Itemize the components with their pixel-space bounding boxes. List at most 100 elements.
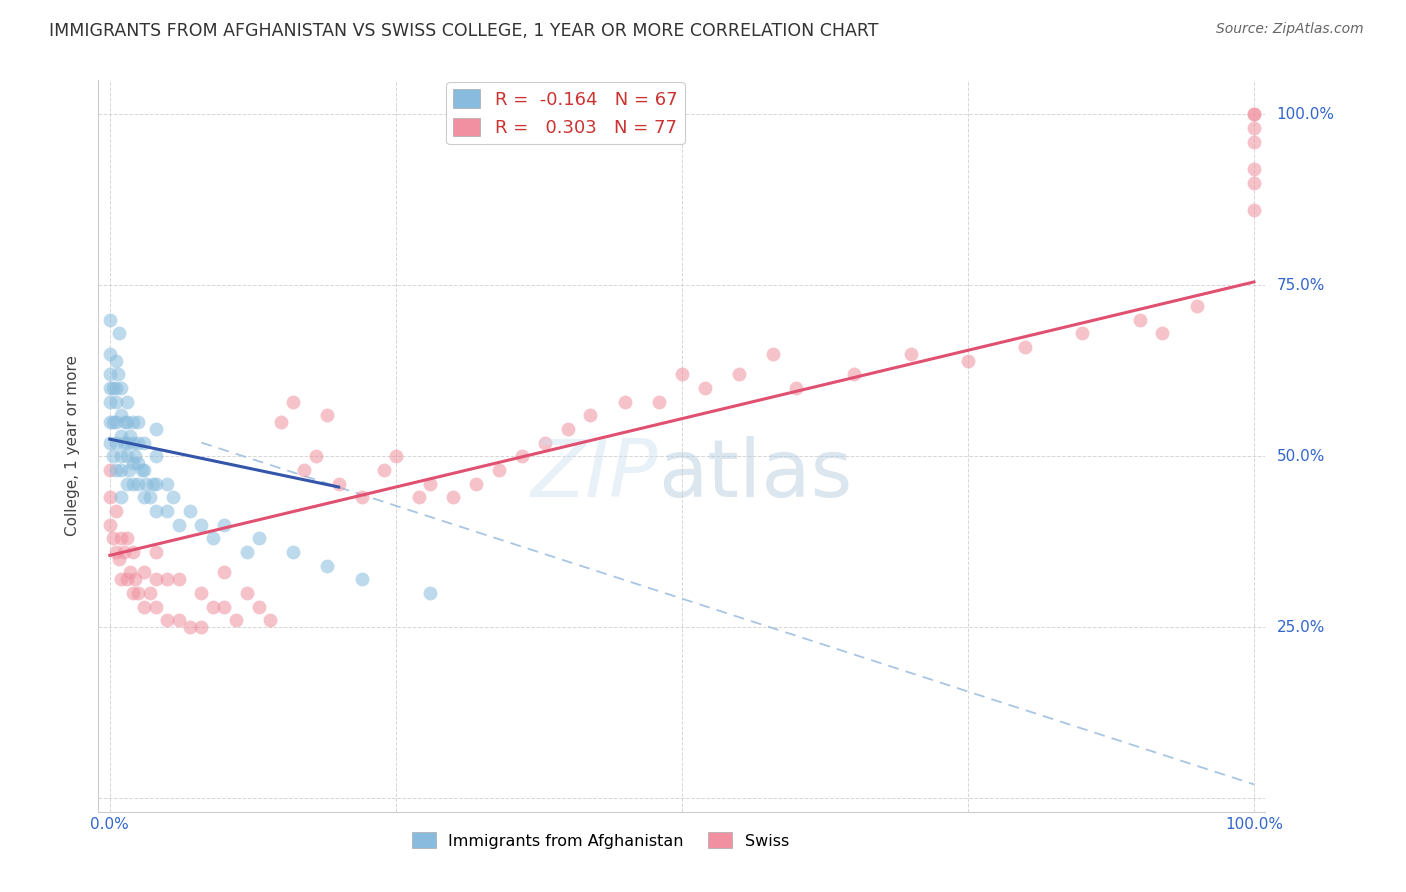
Point xyxy=(270,415,292,429)
Legend: Immigrants from Afghanistan, Swiss: Immigrants from Afghanistan, Swiss xyxy=(405,826,796,855)
Point xyxy=(98,347,121,361)
Text: IMMIGRANTS FROM AFGHANISTAN VS SWISS COLLEGE, 1 YEAR OR MORE CORRELATION CHART: IMMIGRANTS FROM AFGHANISTAN VS SWISS COL… xyxy=(49,22,879,40)
Point xyxy=(236,545,259,559)
Point xyxy=(1014,340,1036,354)
Point xyxy=(156,476,179,491)
Point xyxy=(110,409,132,423)
Point xyxy=(419,476,441,491)
Point xyxy=(201,531,224,545)
Point xyxy=(292,463,315,477)
Point xyxy=(115,449,138,463)
Point xyxy=(103,449,125,463)
Point xyxy=(145,449,167,463)
Point xyxy=(103,381,125,395)
Point xyxy=(127,586,149,600)
Point xyxy=(104,463,127,477)
Point xyxy=(131,463,153,477)
Point xyxy=(533,435,555,450)
Point xyxy=(214,566,236,580)
Point xyxy=(373,463,395,477)
Point xyxy=(115,476,138,491)
Point xyxy=(281,394,304,409)
Point xyxy=(1243,162,1265,177)
Point xyxy=(145,599,167,614)
Point xyxy=(419,586,441,600)
Point xyxy=(98,394,121,409)
Point xyxy=(98,381,121,395)
Point xyxy=(115,572,138,586)
Point xyxy=(179,620,201,634)
Point xyxy=(127,476,149,491)
Point xyxy=(118,463,141,477)
Point xyxy=(145,476,167,491)
Text: atlas: atlas xyxy=(658,436,853,515)
Point xyxy=(110,572,132,586)
Point xyxy=(112,435,135,450)
Point xyxy=(167,613,190,627)
Point xyxy=(98,368,121,382)
Point xyxy=(1128,312,1150,326)
Point xyxy=(110,429,132,443)
Point xyxy=(114,415,136,429)
Point xyxy=(103,531,125,545)
Point xyxy=(156,504,179,518)
Point xyxy=(842,368,865,382)
Point xyxy=(441,490,464,504)
Text: ZIP: ZIP xyxy=(531,436,658,515)
Point xyxy=(785,381,807,395)
Point xyxy=(236,586,259,600)
Point xyxy=(350,490,373,504)
Point xyxy=(1152,326,1174,341)
Point xyxy=(328,476,350,491)
Point xyxy=(145,572,167,586)
Point xyxy=(110,531,132,545)
Point xyxy=(112,545,135,559)
Point xyxy=(1243,121,1265,136)
Point xyxy=(142,476,165,491)
Point xyxy=(613,394,636,409)
Point xyxy=(201,599,224,614)
Point xyxy=(1243,107,1265,121)
Point xyxy=(98,312,121,326)
Point xyxy=(124,449,146,463)
Point xyxy=(124,572,146,586)
Point xyxy=(225,613,247,627)
Point xyxy=(385,449,408,463)
Text: 75.0%: 75.0% xyxy=(1277,277,1324,293)
Point xyxy=(134,435,156,450)
Point xyxy=(190,620,212,634)
Point xyxy=(134,566,156,580)
Point xyxy=(121,545,143,559)
Point xyxy=(214,517,236,532)
Point xyxy=(127,456,149,470)
Point xyxy=(98,435,121,450)
Point xyxy=(134,490,156,504)
Point xyxy=(120,566,142,580)
Point xyxy=(134,463,156,477)
Point xyxy=(214,599,236,614)
Point xyxy=(247,599,270,614)
Point xyxy=(98,463,121,477)
Point xyxy=(1243,203,1265,218)
Point xyxy=(350,572,373,586)
Point xyxy=(488,463,510,477)
Point xyxy=(408,490,430,504)
Point xyxy=(104,435,127,450)
Point xyxy=(139,490,162,504)
Point xyxy=(316,558,339,573)
Point xyxy=(728,368,751,382)
Point xyxy=(115,531,138,545)
Point xyxy=(104,415,127,429)
Point xyxy=(115,394,138,409)
Point xyxy=(121,476,143,491)
Point xyxy=(1185,299,1208,313)
Point xyxy=(259,613,281,627)
Point xyxy=(671,368,693,382)
Point xyxy=(121,435,143,450)
Point xyxy=(956,353,979,368)
Point xyxy=(103,415,125,429)
Point xyxy=(104,353,127,368)
Point xyxy=(1243,107,1265,121)
Point xyxy=(104,504,127,518)
Point xyxy=(167,572,190,586)
